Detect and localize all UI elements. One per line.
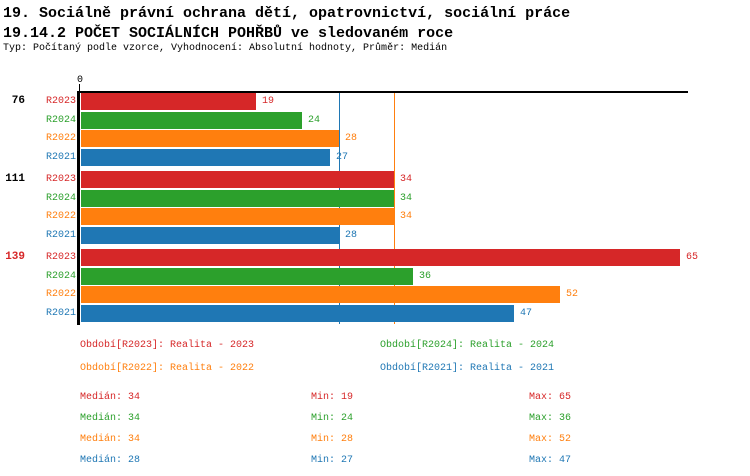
stat-median-r2022: Medián: 34	[80, 434, 141, 445]
stat-median-r2023: Medián: 34	[80, 392, 141, 403]
bar-value-label: 19	[262, 96, 275, 107]
x-axis-line	[77, 91, 688, 93]
chart-subtitle: Typ: Počítaný podle vzorce, Vyhodnocení:…	[3, 43, 448, 54]
bar-value-label: 36	[419, 270, 432, 282]
bar	[81, 226, 339, 244]
bar	[81, 304, 514, 322]
stat-min-r2024: Min: 24	[311, 413, 354, 424]
bar	[81, 111, 302, 129]
series-label: R2023	[45, 252, 76, 263]
bar-value-label: 34	[400, 192, 413, 204]
bar	[81, 267, 413, 285]
series-label: R2023	[45, 174, 76, 185]
series-label: R2021	[45, 151, 76, 163]
stat-median-r2024: Medián: 34	[80, 413, 141, 424]
bar	[81, 249, 680, 266]
series-label: R2024	[45, 192, 76, 204]
series-label: R2022	[45, 289, 76, 300]
bar-value-label: 52	[566, 289, 579, 300]
bar-value-label: 34	[400, 211, 413, 222]
stat-max-r2024: Max: 36	[529, 413, 572, 424]
group-label: 76	[11, 95, 25, 107]
stat-max-r2023: Max: 65	[529, 392, 572, 403]
legend-item-r2021: Období[R2021]: Realita - 2021	[380, 363, 555, 374]
stat-min-r2022: Min: 28	[311, 434, 354, 445]
stat-max-r2022: Max: 52	[529, 434, 572, 445]
bar-value-label: 34	[400, 174, 413, 185]
bar	[81, 189, 394, 207]
bar	[81, 93, 256, 110]
stat-median-r2021: Medián: 28	[80, 455, 141, 466]
group-label: 111	[5, 173, 25, 185]
legend-item-r2022: Období[R2022]: Realita - 2022	[80, 363, 255, 374]
bar-value-label: 28	[345, 133, 358, 144]
stat-max-r2021: Max: 47	[529, 455, 572, 466]
legend-item-r2023: Období[R2023]: Realita - 2023	[80, 340, 255, 351]
median-line-r2022	[394, 93, 395, 324]
chart-title: 19.14.2 POČET SOCIÁLNÍCH POHŘBŮ ve sledo…	[3, 25, 454, 42]
bar-value-label: 27	[336, 151, 349, 163]
series-label: R2022	[45, 211, 76, 222]
series-label: R2023	[45, 96, 76, 107]
bar	[81, 148, 330, 166]
bar	[81, 171, 394, 188]
bar-value-label: 24	[308, 114, 321, 126]
bar	[81, 130, 339, 147]
bar-value-label: 47	[520, 307, 533, 319]
legend-item-r2024: Období[R2024]: Realita - 2024	[380, 340, 555, 351]
zero-tick	[79, 84, 80, 91]
series-label: R2021	[45, 307, 76, 319]
bar	[81, 208, 394, 225]
bar-value-label: 28	[345, 229, 358, 241]
bar-value-label: 65	[686, 252, 699, 263]
series-label: R2021	[45, 229, 76, 241]
series-label: R2024	[45, 114, 76, 126]
stat-min-r2021: Min: 27	[311, 455, 354, 466]
series-label: R2024	[45, 270, 76, 282]
group-label: 139	[5, 251, 25, 263]
x-axis-zero-label: 0	[76, 75, 83, 86]
series-label: R2022	[45, 133, 76, 144]
y-axis-line	[77, 91, 80, 325]
stat-min-r2023: Min: 19	[311, 392, 354, 403]
bar	[81, 286, 560, 303]
page-title: 19. Sociálně právní ochrana dětí, opatro…	[3, 5, 571, 22]
